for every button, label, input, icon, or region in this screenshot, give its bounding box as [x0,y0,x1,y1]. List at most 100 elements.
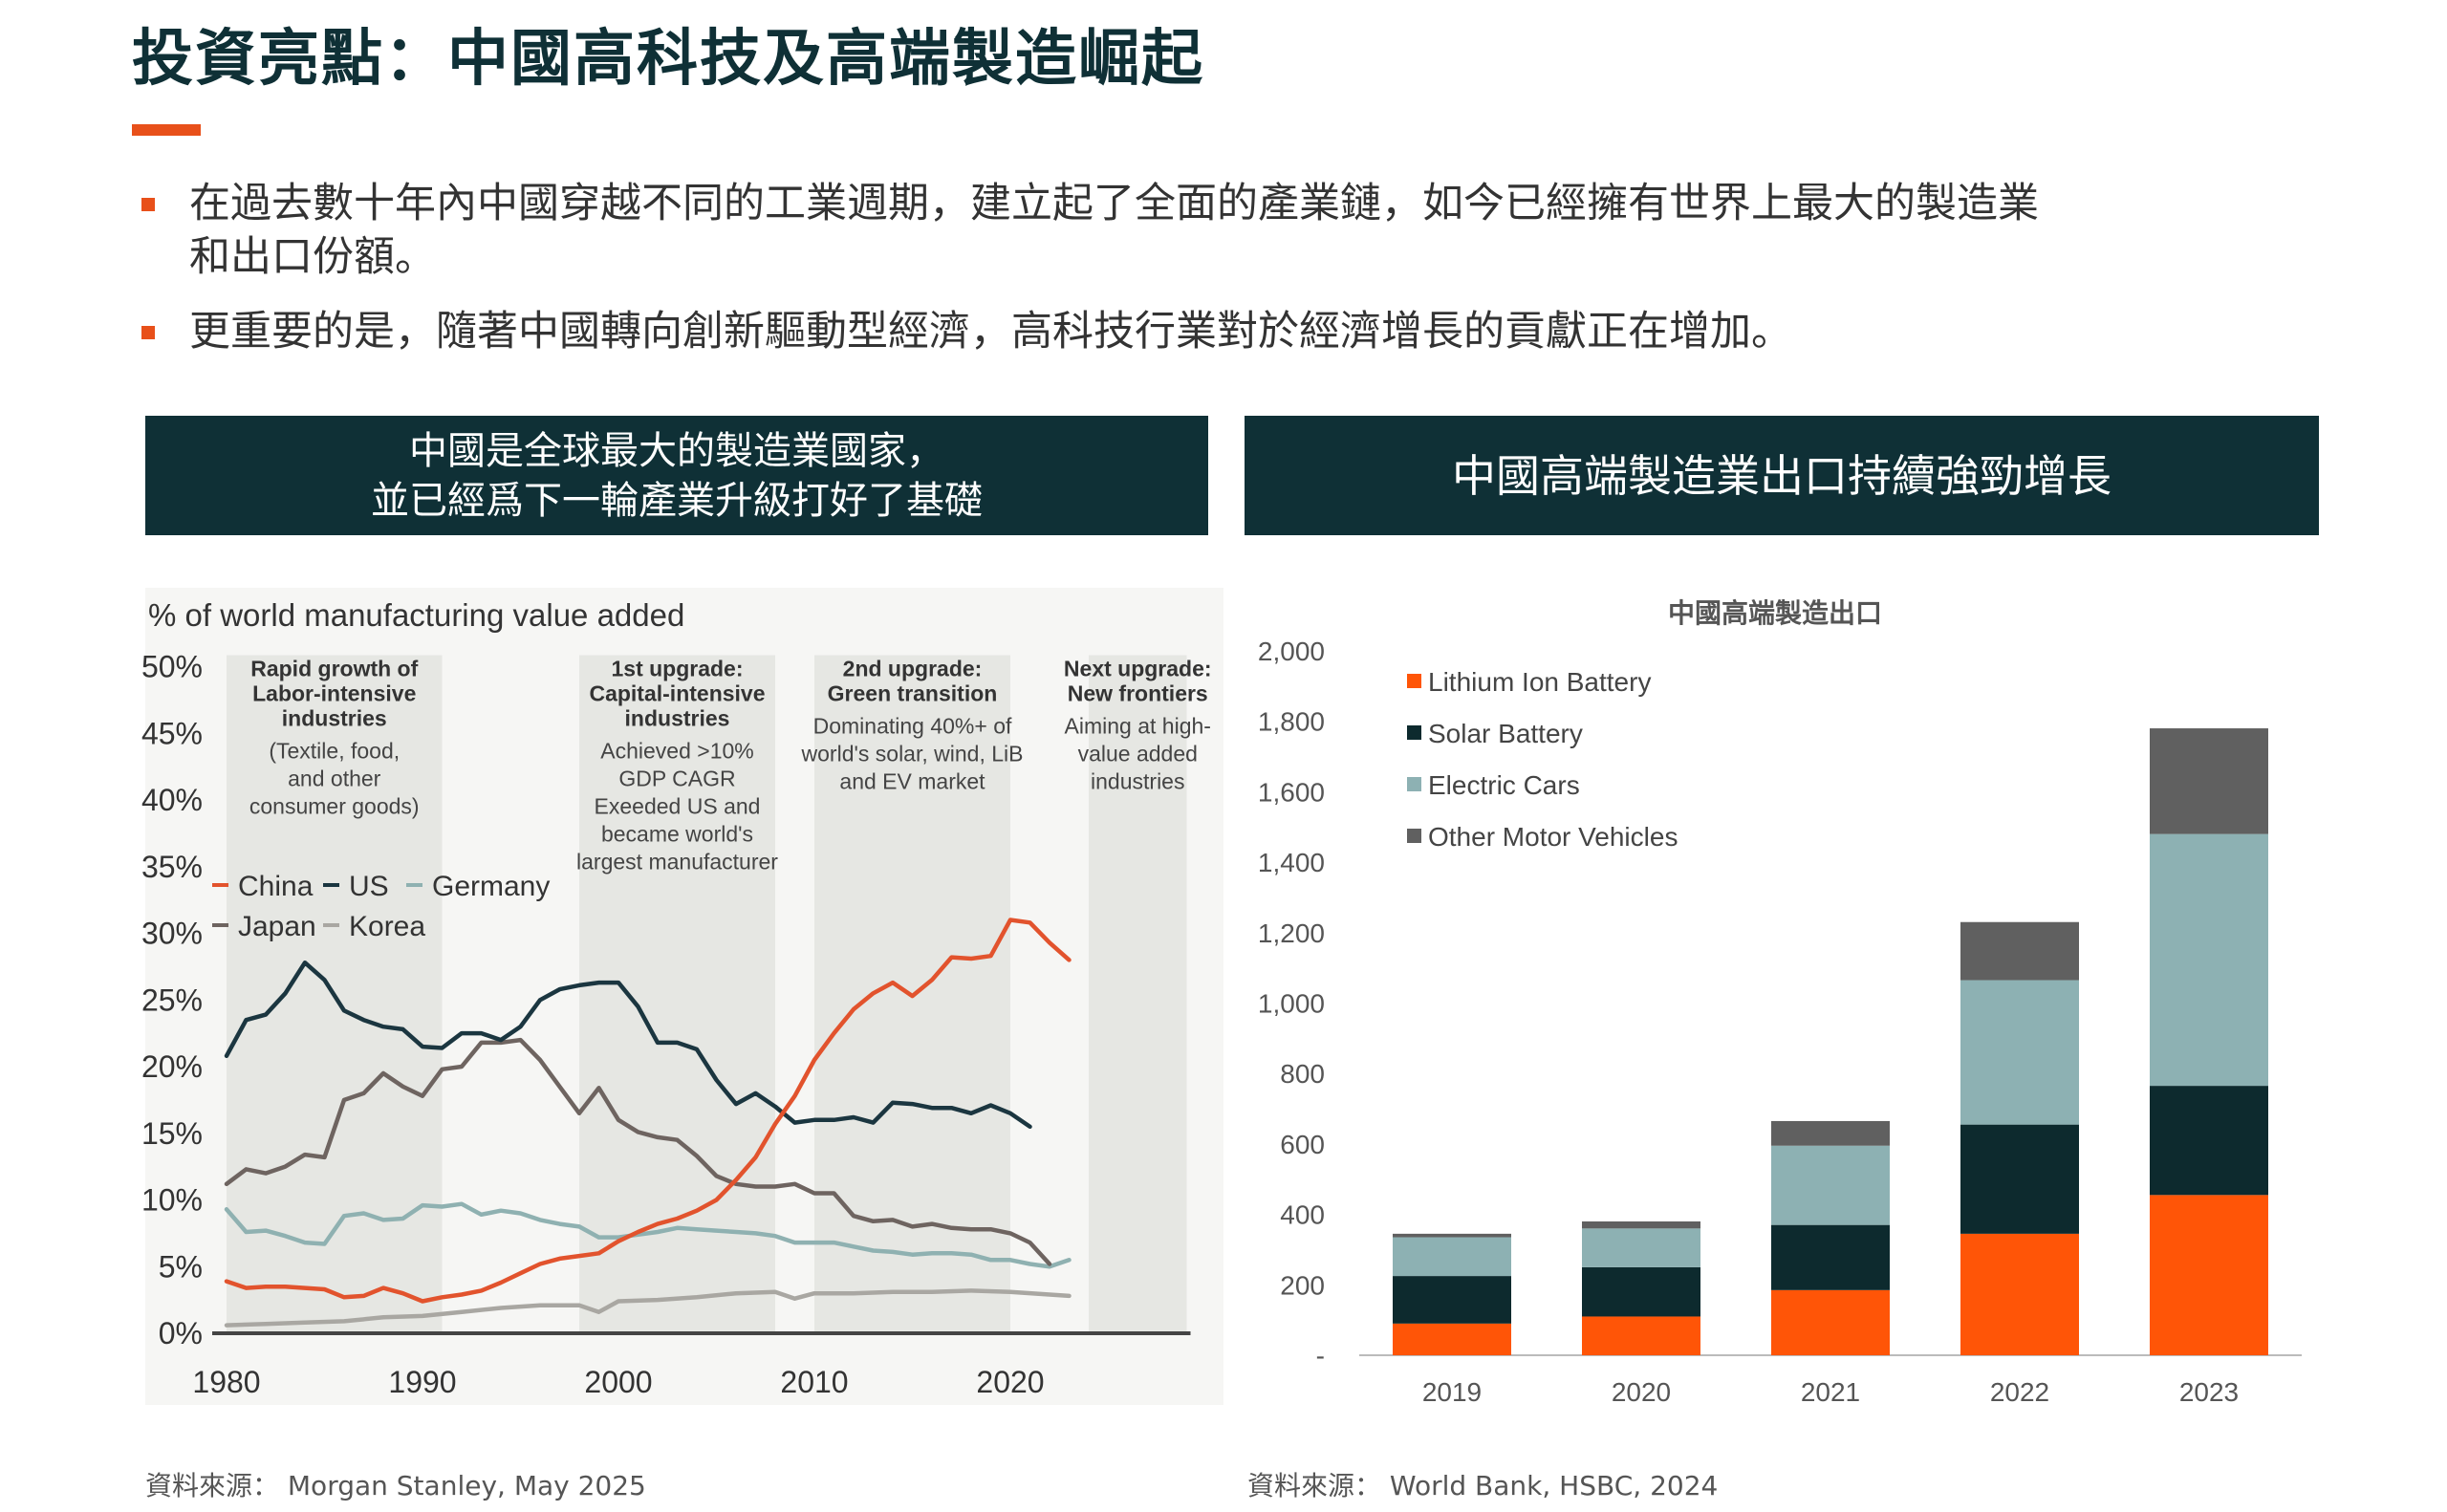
bar-segment [1582,1316,1700,1355]
period-description-label: Achieved >10% [600,739,753,764]
period-description-label: Exeeded US and [595,794,761,819]
x-tick-label: 2020 [976,1365,1044,1399]
y-axis-title: % of world manufacturing value added [148,597,684,633]
y-tick-label: 40% [141,783,203,817]
period-title-label: New frontiers [1068,681,1208,706]
bar-segment [1582,1220,1700,1229]
y-tick-label: 1,400 [1258,848,1325,877]
y-tick-label: 1,600 [1258,777,1325,807]
bar-segment [1393,1276,1511,1324]
period-title-label: Labor-intensive [252,681,416,706]
bar-segment [1771,1224,1890,1290]
period-description-label: became world's [601,822,753,847]
y-tick-label: 45% [141,716,203,750]
x-tick-label: 2023 [2179,1377,2239,1407]
page-title: 投資亮點：中國高科技及高端製造崛起 [132,24,1204,95]
legend-label: Other Motor Vehicles [1428,822,1678,852]
bar-chart-title: 中國高端製造出口 [1668,598,1882,628]
bar-segment [1771,1120,1890,1146]
bar-segment [2150,1195,2268,1355]
bar-segment [1393,1237,1511,1277]
period-title-label: Rapid growth of [250,657,418,681]
period-title-label: industries [625,706,730,731]
bullet-text-line: 在過去數十年內中國穿越不同的工業週期，建立起了全面的產業鏈，如今已經擁有世界上最… [189,180,2039,227]
legend-label: Germany [432,871,550,902]
bar-segment [2150,833,2268,1087]
period-description-label: GDP CAGR [618,767,735,791]
y-tick-label: 5% [159,1249,203,1284]
legend-swatch [1407,674,1421,688]
period-title-label: 1st upgrade: [611,657,743,681]
y-tick-label: 50% [141,650,203,684]
title-accent-bar [132,124,201,136]
legend-label: Solar Battery [1428,719,1583,748]
left-panel-header: 中國是全球最大的製造業國家， 並已經爲下一輪產業升級打好了基礎 [145,416,1208,535]
stacked-bar-chart: 中國高端製造出口 - 200 400 600 800 1,000 1,200 1,400 1,60… [1258,598,2302,1407]
bar-segment [1771,1145,1890,1225]
y-tick-label: 20% [141,1049,203,1084]
period-description-label: consumer goods) [249,794,420,819]
y-tick-label: 800 [1280,1059,1325,1089]
legend-label: Electric Cars [1428,770,1580,800]
period-description-label: Aiming at high- [1065,714,1211,739]
y-tick-label: 25% [141,983,203,1017]
period-title-label: Next upgrade: [1064,657,1212,681]
left-source-note: 資料來源： Morgan Stanley, May 2025 [145,1470,646,1501]
legend-label: Lithium Ion Battery [1428,667,1651,697]
bar-segment [1960,921,2079,981]
legend-swatch [1407,777,1421,791]
bullet-list: 在過去數十年內中國穿越不同的工業週期，建立起了全面的產業鏈，如今已經擁有世界上最… [141,177,2369,379]
period-description-label: largest manufacturer [576,850,778,875]
bullet-item: 更重要的是，隨著中國轉向創新驅動型經濟，高科技行業對於經濟增長的貢獻正在增加。 [141,305,2369,358]
line-chart: Rapid growth ofLabor-intensiveindustries… [141,588,1224,1405]
y-tick-label: 0% [159,1316,203,1350]
bar-segment [1582,1228,1700,1267]
legend-label: Japan [238,911,316,942]
left-panel-header-line: 並已經爲下一輪產業升級打好了基礎 [371,478,983,523]
y-tick-label: - [1316,1341,1325,1371]
y-tick-label: 10% [141,1183,203,1218]
series-line-korea [224,1288,1072,1328]
period-description-label: and EV market [839,769,985,794]
period-description-label: and other [288,767,381,791]
y-tick-label: 400 [1280,1200,1325,1230]
right-panel-header-text: 中國高端製造業出口持續強勁增長 [1452,449,2111,502]
y-tick-label: 30% [141,917,203,951]
period-title-label: Green transition [828,681,998,706]
x-tick-label: 2010 [780,1365,848,1399]
period-title-label: Capital-intensive [589,681,765,706]
y-tick-label: 15% [141,1116,203,1151]
shaded-period-band [1089,655,1187,1333]
bar-segment [1393,1233,1511,1238]
period-description-label: Dominating 40%+ of [813,714,1012,739]
bullet-square-icon [141,198,155,211]
legend-label: Korea [349,911,425,942]
y-tick-label: 1,800 [1258,707,1325,737]
x-tick-label: 2020 [1612,1377,1671,1407]
period-description-label: (Textile, food, [269,739,400,764]
legend-swatch [1407,829,1421,843]
series-line-us [224,960,1032,1130]
y-tick-label: 1,000 [1258,989,1325,1019]
x-tick-label: 1980 [192,1365,260,1399]
legend-label: US [349,871,389,902]
period-title-label: industries [282,706,387,731]
legend-label: China [238,871,314,902]
bar-segment [1960,1233,2079,1355]
bar-segment [1960,980,2079,1125]
bar-segment [1960,1124,2079,1234]
y-tick-label: 2,000 [1258,637,1325,666]
x-tick-label: 2021 [1801,1377,1860,1407]
bullet-text-line: 更重要的是，隨著中國轉向創新驅動型經濟，高科技行業對於經濟增長的貢獻正在增加。 [189,308,1792,356]
y-tick-label: 35% [141,850,203,884]
y-tick-label: 200 [1280,1270,1325,1300]
bar-segment [2150,728,2268,834]
series-line-china [224,918,1072,1304]
left-panel-header-line: 中國是全球最大的製造業國家， [409,428,944,473]
y-tick-label: 600 [1280,1130,1325,1159]
x-tick-label: 2019 [1422,1377,1482,1407]
bullet-square-icon [141,326,155,339]
period-description-label: world's solar, wind, LiB [801,742,1024,767]
bar-segment [1393,1323,1511,1355]
